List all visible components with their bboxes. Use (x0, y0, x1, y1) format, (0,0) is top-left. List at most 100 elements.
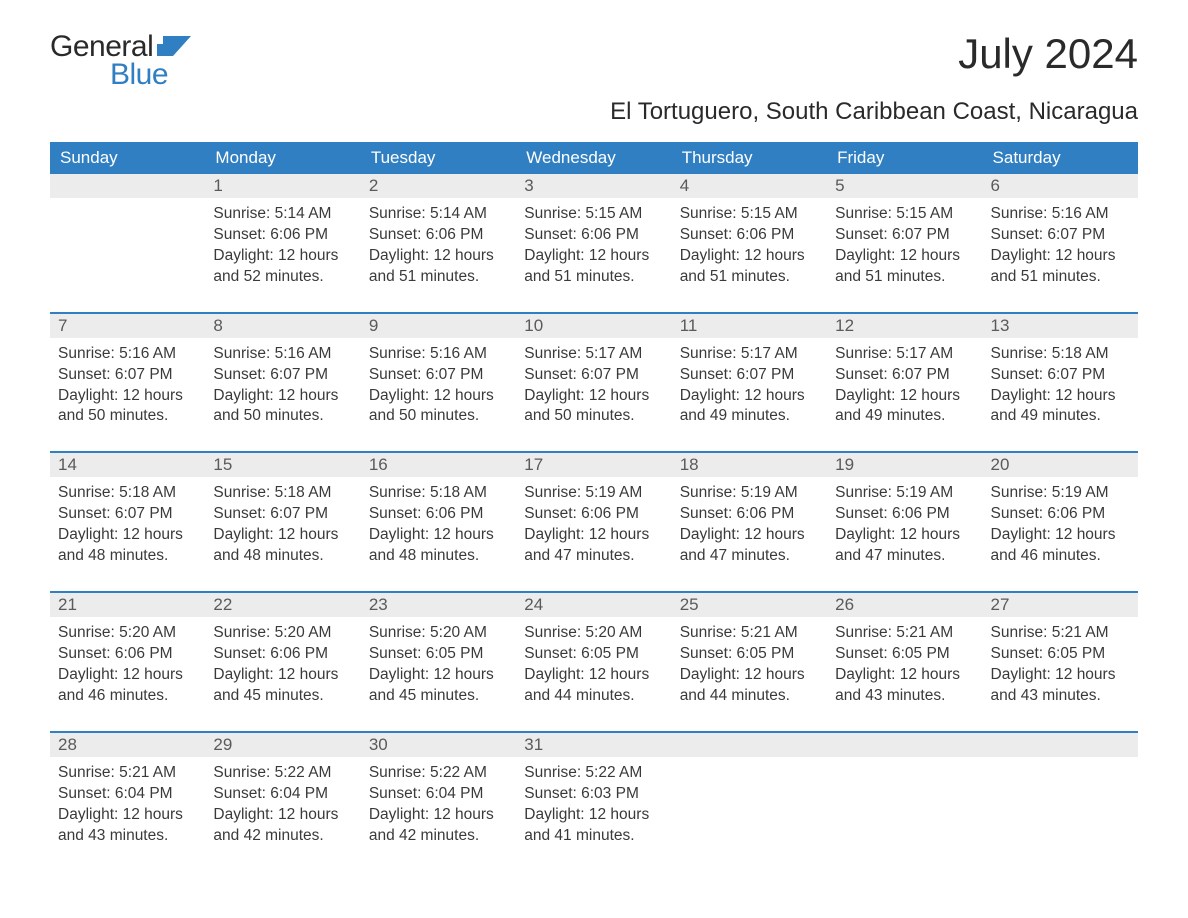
daylight-line1: Daylight: 12 hours (369, 386, 508, 407)
day-number: 5 (827, 174, 982, 198)
daylight-line1: Daylight: 12 hours (213, 805, 352, 826)
daylight-line1: Daylight: 12 hours (680, 525, 819, 546)
day-content: Sunrise: 5:14 AMSunset: 6:06 PMDaylight:… (205, 198, 360, 308)
sunset-line: Sunset: 6:06 PM (524, 504, 663, 525)
sunrise-line: Sunrise: 5:18 AM (58, 483, 197, 504)
week-row: 14Sunrise: 5:18 AMSunset: 6:07 PMDayligh… (50, 451, 1138, 587)
day-number: 19 (827, 453, 982, 477)
day-cell: 4Sunrise: 5:15 AMSunset: 6:06 PMDaylight… (672, 174, 827, 308)
sunrise-line: Sunrise: 5:18 AM (213, 483, 352, 504)
sunrise-line: Sunrise: 5:21 AM (835, 623, 974, 644)
sunset-line: Sunset: 6:07 PM (524, 365, 663, 386)
sunrise-line: Sunrise: 5:15 AM (524, 204, 663, 225)
daylight-line2: and 45 minutes. (369, 686, 508, 707)
daylight-line2: and 44 minutes. (680, 686, 819, 707)
daylight-line1: Daylight: 12 hours (524, 525, 663, 546)
day-cell: 17Sunrise: 5:19 AMSunset: 6:06 PMDayligh… (516, 453, 671, 587)
day-header: Sunday (50, 142, 205, 174)
day-number: 27 (983, 593, 1138, 617)
daylight-line1: Daylight: 12 hours (991, 246, 1130, 267)
daylight-line2: and 50 minutes. (524, 406, 663, 427)
day-content: Sunrise: 5:20 AMSunset: 6:05 PMDaylight:… (516, 617, 671, 727)
day-cell: 9Sunrise: 5:16 AMSunset: 6:07 PMDaylight… (361, 314, 516, 448)
week-row: 1Sunrise: 5:14 AMSunset: 6:06 PMDaylight… (50, 174, 1138, 308)
day-content: Sunrise: 5:15 AMSunset: 6:07 PMDaylight:… (827, 198, 982, 308)
day-header-row: Sunday Monday Tuesday Wednesday Thursday… (50, 142, 1138, 174)
sunrise-line: Sunrise: 5:15 AM (680, 204, 819, 225)
daylight-line2: and 43 minutes. (835, 686, 974, 707)
day-content: Sunrise: 5:19 AMSunset: 6:06 PMDaylight:… (672, 477, 827, 587)
daylight-line2: and 49 minutes. (835, 406, 974, 427)
day-number: 21 (50, 593, 205, 617)
day-number: 20 (983, 453, 1138, 477)
day-header: Wednesday (516, 142, 671, 174)
week-row: 7Sunrise: 5:16 AMSunset: 6:07 PMDaylight… (50, 312, 1138, 448)
day-content: Sunrise: 5:19 AMSunset: 6:06 PMDaylight:… (827, 477, 982, 587)
day-content: Sunrise: 5:22 AMSunset: 6:04 PMDaylight:… (361, 757, 516, 867)
logo: General Blue (50, 30, 191, 92)
sunrise-line: Sunrise: 5:21 AM (991, 623, 1130, 644)
day-number: 3 (516, 174, 671, 198)
daylight-line2: and 50 minutes. (369, 406, 508, 427)
sunset-line: Sunset: 6:07 PM (213, 365, 352, 386)
day-number: 23 (361, 593, 516, 617)
day-cell: 26Sunrise: 5:21 AMSunset: 6:05 PMDayligh… (827, 593, 982, 727)
day-number (827, 733, 982, 757)
day-content: Sunrise: 5:20 AMSunset: 6:06 PMDaylight:… (205, 617, 360, 727)
sunset-line: Sunset: 6:07 PM (58, 504, 197, 525)
day-number: 24 (516, 593, 671, 617)
day-cell: 14Sunrise: 5:18 AMSunset: 6:07 PMDayligh… (50, 453, 205, 587)
day-content: Sunrise: 5:21 AMSunset: 6:04 PMDaylight:… (50, 757, 205, 867)
day-number: 25 (672, 593, 827, 617)
daylight-line2: and 42 minutes. (213, 826, 352, 847)
daylight-line1: Daylight: 12 hours (680, 246, 819, 267)
day-header: Thursday (672, 142, 827, 174)
day-content (672, 757, 827, 783)
sunrise-line: Sunrise: 5:19 AM (524, 483, 663, 504)
day-content: Sunrise: 5:21 AMSunset: 6:05 PMDaylight:… (827, 617, 982, 727)
sunrise-line: Sunrise: 5:17 AM (680, 344, 819, 365)
day-cell: 12Sunrise: 5:17 AMSunset: 6:07 PMDayligh… (827, 314, 982, 448)
day-number: 15 (205, 453, 360, 477)
sunrise-line: Sunrise: 5:19 AM (991, 483, 1130, 504)
daylight-line2: and 48 minutes. (58, 546, 197, 567)
day-cell: 5Sunrise: 5:15 AMSunset: 6:07 PMDaylight… (827, 174, 982, 308)
day-header: Friday (827, 142, 982, 174)
day-number: 28 (50, 733, 205, 757)
sunrise-line: Sunrise: 5:14 AM (369, 204, 508, 225)
sunset-line: Sunset: 6:06 PM (835, 504, 974, 525)
daylight-line1: Daylight: 12 hours (213, 246, 352, 267)
daylight-line1: Daylight: 12 hours (369, 665, 508, 686)
day-number: 8 (205, 314, 360, 338)
day-content: Sunrise: 5:22 AMSunset: 6:03 PMDaylight:… (516, 757, 671, 867)
daylight-line1: Daylight: 12 hours (835, 525, 974, 546)
day-number: 30 (361, 733, 516, 757)
day-cell: 22Sunrise: 5:20 AMSunset: 6:06 PMDayligh… (205, 593, 360, 727)
daylight-line2: and 49 minutes. (680, 406, 819, 427)
day-number (50, 174, 205, 198)
day-cell: 23Sunrise: 5:20 AMSunset: 6:05 PMDayligh… (361, 593, 516, 727)
day-number: 2 (361, 174, 516, 198)
daylight-line1: Daylight: 12 hours (680, 665, 819, 686)
day-header: Monday (205, 142, 360, 174)
sunset-line: Sunset: 6:06 PM (524, 225, 663, 246)
header-row: General Blue July 2024 (50, 30, 1138, 92)
day-number: 31 (516, 733, 671, 757)
day-cell: 3Sunrise: 5:15 AMSunset: 6:06 PMDaylight… (516, 174, 671, 308)
day-content: Sunrise: 5:20 AMSunset: 6:05 PMDaylight:… (361, 617, 516, 727)
day-number: 1 (205, 174, 360, 198)
day-content: Sunrise: 5:14 AMSunset: 6:06 PMDaylight:… (361, 198, 516, 308)
day-cell: 10Sunrise: 5:17 AMSunset: 6:07 PMDayligh… (516, 314, 671, 448)
daylight-line2: and 47 minutes. (524, 546, 663, 567)
day-cell: 25Sunrise: 5:21 AMSunset: 6:05 PMDayligh… (672, 593, 827, 727)
day-cell: 8Sunrise: 5:16 AMSunset: 6:07 PMDaylight… (205, 314, 360, 448)
sunset-line: Sunset: 6:03 PM (524, 784, 663, 805)
daylight-line2: and 48 minutes. (369, 546, 508, 567)
sunset-line: Sunset: 6:06 PM (369, 225, 508, 246)
day-content (50, 198, 205, 224)
daylight-line2: and 41 minutes. (524, 826, 663, 847)
sunset-line: Sunset: 6:07 PM (369, 365, 508, 386)
sunrise-line: Sunrise: 5:20 AM (524, 623, 663, 644)
day-number: 10 (516, 314, 671, 338)
day-content: Sunrise: 5:18 AMSunset: 6:07 PMDaylight:… (983, 338, 1138, 448)
